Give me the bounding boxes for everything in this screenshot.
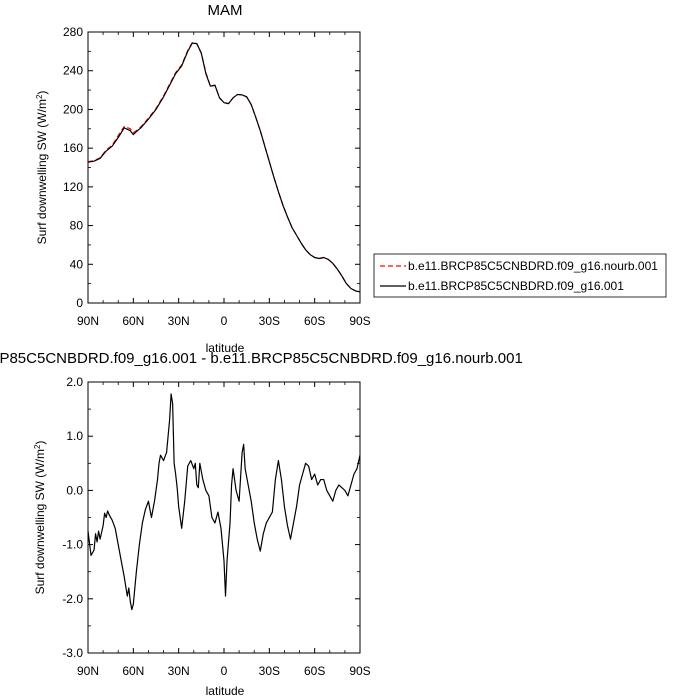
top-legend: b.e11.BRCP85C5CNBDRD.f09_g16.nourb.001 b… [373, 253, 667, 298]
bottom-x-tick-label: 30S [259, 664, 280, 678]
top-series-line-nourb [87, 42, 361, 293]
top-x-tick-label: 60N [122, 314, 144, 328]
top-y-tick-label: 40 [70, 257, 84, 271]
bottom-x-tick-label: 0 [221, 664, 228, 678]
bottom-tick-marks [87, 381, 361, 654]
top-y-tick-label: 160 [63, 141, 83, 155]
bottom-y-tick-label: 2.0 [66, 375, 83, 389]
bottom-x-axis-label: latitude [206, 684, 245, 698]
top-tick-marks [87, 31, 361, 304]
top-x-axis-label: latitude [206, 341, 245, 355]
bottom-y-tick-label: -2.0 [62, 592, 83, 606]
legend-label-nourb: b.e11.BRCP85C5CNBDRD.f09_g16.nourb.001 [408, 259, 658, 273]
bottom-x-tick-label: 60N [122, 664, 144, 678]
bottom-x-tick-label: 90S [349, 664, 370, 678]
bottom-y-tick-label: -3.0 [62, 646, 83, 660]
legend-label-control: b.e11.BRCP85C5CNBDRD.f09_g16.001 [408, 279, 624, 293]
top-x-tick-label: 90N [77, 314, 99, 328]
bottom-x-tick-label: 30N [168, 664, 190, 678]
bottom-y-axis-label: Surf downwelling SW (W/m2) [33, 441, 48, 595]
top-chart-title: MAM [208, 2, 243, 19]
top-x-tick-label: 60S [304, 314, 325, 328]
top-y-tick-label: 80 [70, 219, 84, 233]
top-x-tick-label: 90S [349, 314, 370, 328]
top-y-axis-label: Surf downwelling SW (W/m2) [35, 91, 50, 245]
top-y-tick-label: 240 [63, 64, 83, 78]
top-x-tick-labels: 90N 60N 30N 0 30S 60S 90S [77, 314, 371, 328]
top-x-tick-label: 30S [259, 314, 280, 328]
bottom-y-tick-label: 1.0 [66, 429, 83, 443]
top-y-tick-label: 280 [63, 25, 83, 39]
bottom-chart-title: b.e11.BRCP85C5CNBDRD.f09_g16.001 - b.e11… [0, 350, 523, 367]
top-plot-frame [87, 31, 361, 304]
legend-frame [373, 253, 667, 298]
bottom-y-tick-labels: -3.0 -2.0 -1.0 0.0 1.0 2.0 [62, 375, 83, 660]
top-series-line-control [87, 42, 361, 293]
bottom-series-line-control [87, 393, 361, 611]
bottom-chart: b.e11.BRCP85C5CNBDRD.f09_g16.001 - b.e11… [0, 350, 523, 698]
bottom-x-tick-label: 90N [77, 664, 99, 678]
bottom-x-tick-label: 60S [304, 664, 325, 678]
bottom-y-tick-label: -1.0 [62, 538, 83, 552]
top-y-tick-label: 200 [63, 102, 83, 116]
top-y-tick-labels: 0 40 80 120 160 200 240 280 [63, 25, 83, 310]
top-y-tick-label: 0 [76, 296, 83, 310]
bottom-y-tick-label: 0.0 [66, 483, 83, 497]
top-x-tick-label: 0 [221, 314, 228, 328]
bottom-plot-frame [87, 381, 361, 654]
top-series-lines [87, 42, 361, 293]
top-chart: MAM 0 40 80 120 160 200 240 280 90N 60N 30N 0 30S 60… [35, 2, 667, 355]
bottom-series-lines [87, 393, 361, 611]
bottom-x-tick-labels: 90N 60N 30N 0 30S 60S 90S [77, 664, 371, 678]
top-y-tick-label: 120 [63, 180, 83, 194]
top-x-tick-label: 30N [168, 314, 190, 328]
